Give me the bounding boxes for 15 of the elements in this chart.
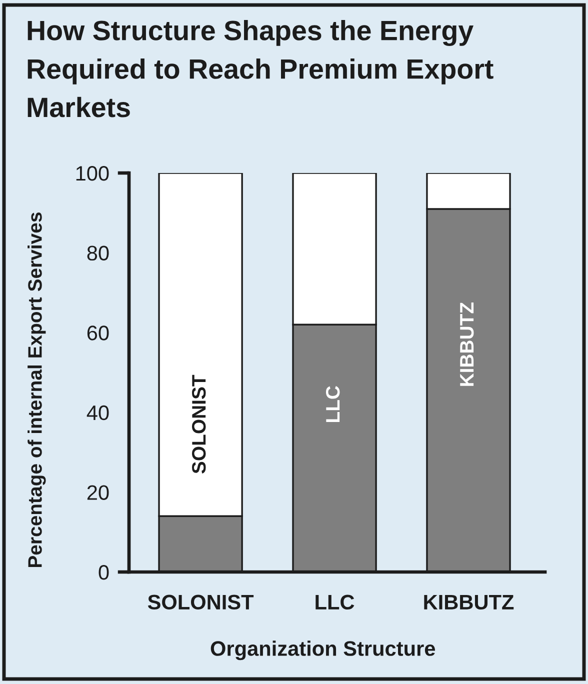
x-tick-label: KIBBUTZ — [424, 594, 514, 610]
annotation: KIBBUTZ — [460, 302, 474, 386]
x-axis-title: Organization Structure — [210, 640, 436, 660]
y-axis-title: Percentage of internal Export Servives — [28, 212, 46, 568]
y-tick-label: 0 — [98, 565, 109, 580]
y-tick-label: 80 — [87, 246, 109, 261]
y-tick-label: 40 — [86, 405, 109, 420]
x-tick-label: LLC — [316, 594, 354, 610]
annotation: LLC — [326, 386, 340, 422]
y-tick-label: 60 — [87, 326, 109, 340]
chart-title: How Structure Shapes the Energy Required to Reach Premium Export Markets — [28, 20, 494, 118]
x-tick-label: SOLONIST — [148, 594, 254, 610]
y-tick-label: 20 — [87, 485, 109, 500]
annotation: SOLONIST — [192, 374, 206, 474]
y-tick-label: 100 — [76, 166, 109, 181]
